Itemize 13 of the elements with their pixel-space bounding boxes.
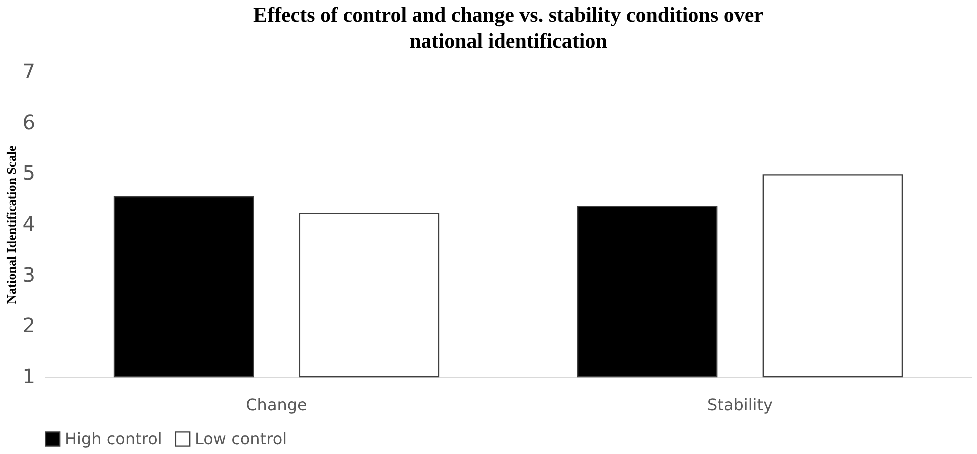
y-tick-label: 6 [22,110,36,134]
x-tick-label: Stability [708,396,773,414]
y-axis-title: National Identification Scale [4,146,19,304]
legend-label: High control [65,429,162,448]
y-tick-label: 5 [22,161,36,186]
x-tick-label: Change [246,396,308,414]
y-tick-label: 2 [22,314,36,338]
y-tick-label: 1 [22,364,36,388]
legend-label: Low control [195,429,288,448]
chart-title: Effects of control and change vs. stability conditions over national identification [253,3,764,53]
y-tick-label: 7 [22,60,36,84]
y-tick-label: 4 [22,212,36,236]
y-tick-label: 3 [22,262,36,287]
